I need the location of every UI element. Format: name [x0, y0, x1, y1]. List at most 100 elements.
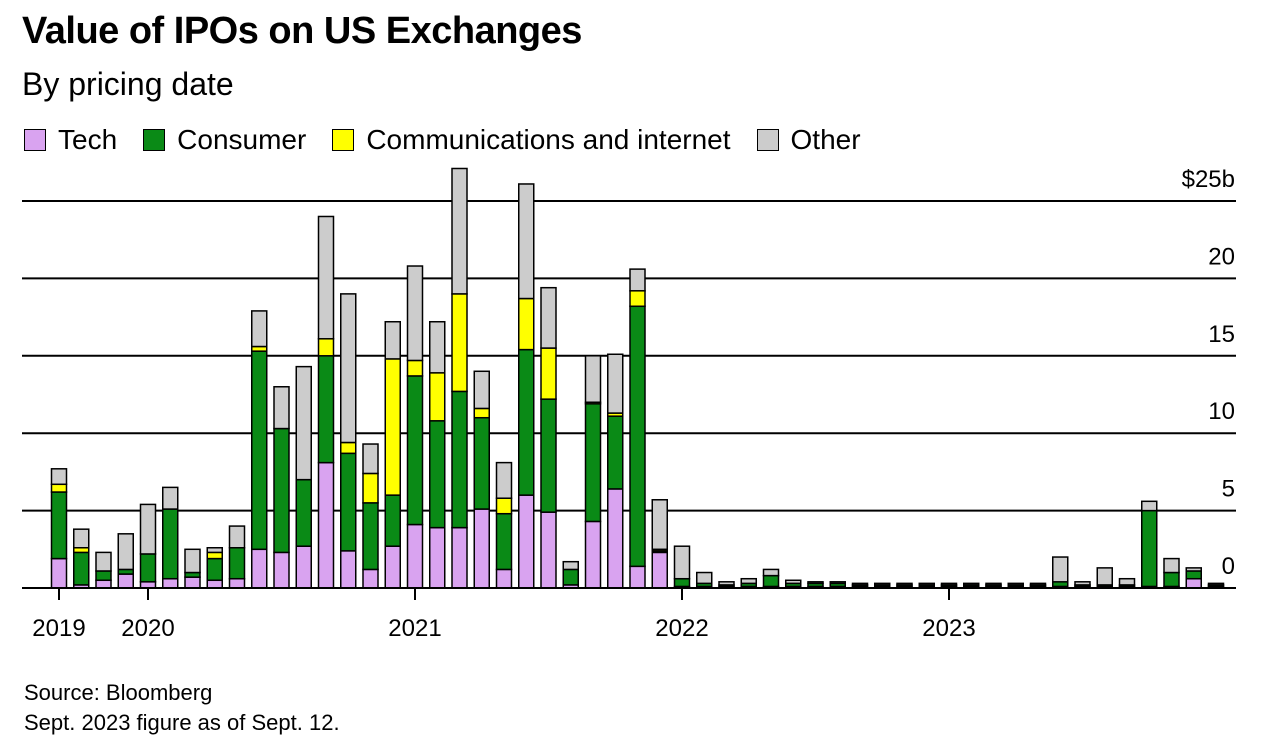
- bar-segment-consumer: [1141, 509, 1158, 588]
- bar-segment-other: [874, 582, 891, 586]
- bar-segment-tech: [584, 520, 602, 589]
- y-tick-label: 15: [1208, 321, 1235, 348]
- bar-segment-other: [940, 582, 958, 586]
- chart-subtitle: By pricing date: [22, 66, 234, 102]
- bar-segment-consumer: [73, 551, 90, 586]
- bar-segment-other: [162, 486, 179, 510]
- bar-segment-communications: [340, 441, 357, 455]
- bar-segment-consumer: [584, 403, 602, 523]
- legend-swatch-other: [756, 129, 779, 151]
- bar-segment-other: [384, 320, 401, 360]
- bar-segment-tech: [295, 545, 312, 589]
- bar-segment-tech: [362, 568, 379, 589]
- bar-segment-consumer: [139, 553, 157, 583]
- x-tick-label: 2023: [922, 615, 975, 642]
- source-text: Source: Bloomberg: [24, 680, 213, 705]
- bar-segment-consumer: [762, 574, 780, 588]
- bar-segment-other: [451, 167, 468, 295]
- x-tick-label: 2020: [121, 615, 174, 642]
- bar-segment-consumer: [317, 355, 335, 464]
- bar-segment-consumer: [607, 415, 624, 490]
- bar-segment-tech: [629, 565, 646, 589]
- bar-segment-other: [50, 468, 68, 486]
- bar-segment-other: [607, 353, 624, 414]
- bar-segment-other: [562, 560, 579, 571]
- bar-segment-tech: [184, 576, 201, 589]
- legend: Tech Consumer Communications and interne…: [24, 124, 887, 156]
- bar-segment-other: [1185, 567, 1202, 572]
- bar-segment-other: [518, 183, 535, 300]
- bar-segment-communications: [362, 472, 379, 504]
- bar-segment-other: [651, 499, 668, 551]
- legend-label-consumer: Consumer: [177, 124, 307, 155]
- bar-segment-other: [1029, 582, 1047, 586]
- bar-segment-other: [985, 582, 1002, 586]
- legend-swatch-consumer: [143, 129, 166, 151]
- bar-segment-tech: [406, 523, 424, 589]
- bar-segment-communications: [629, 290, 646, 308]
- bar-segment-other: [829, 581, 846, 585]
- bar-segment-communications: [518, 297, 535, 351]
- bar-segment-tech: [384, 545, 401, 589]
- y-tick-label: $25b: [1182, 166, 1235, 193]
- legend-item-other: Other: [756, 124, 861, 156]
- bar-segment-consumer: [629, 305, 646, 568]
- bar-segment-other: [362, 443, 379, 475]
- bar-segment-other: [1118, 577, 1136, 586]
- bar-segment-communications: [406, 359, 424, 377]
- bar-segment-consumer: [273, 427, 290, 554]
- bar-segment-tech: [607, 488, 624, 589]
- bar-segment-communications: [540, 347, 557, 400]
- y-tick-label: 0: [1222, 553, 1235, 580]
- bar-segment-other: [696, 571, 713, 585]
- bar-segment-other: [1163, 557, 1180, 574]
- bar-segment-tech: [273, 551, 290, 589]
- bar-segment-other: [673, 545, 691, 580]
- bar-segment-communications: [429, 372, 446, 422]
- bar-segment-other: [584, 355, 602, 403]
- bar-segment-consumer: [1163, 571, 1180, 588]
- stacked-bar-chart: $25b 20 15 10 5 0 2019 2020 2021 2022 2023: [22, 166, 1236, 642]
- legend-item-communications: Communications and internet: [332, 124, 731, 156]
- bar-segment-communications: [451, 293, 468, 393]
- bar-segment-other: [1007, 582, 1024, 586]
- bar-segment-consumer: [429, 420, 446, 529]
- bar-segment-other: [184, 548, 201, 574]
- bar-segment-consumer: [340, 452, 357, 552]
- bar-segment-other: [1074, 581, 1091, 586]
- bar-segment-communications: [50, 483, 68, 493]
- bar-segment-tech: [451, 526, 468, 589]
- bar-segment-other: [406, 265, 424, 362]
- bar-segment-consumer: [473, 416, 490, 510]
- bar-segment-tech: [495, 568, 513, 589]
- bar-segment-other: [963, 582, 980, 586]
- legend-item-consumer: Consumer: [143, 124, 306, 156]
- x-tick-label: 2021: [388, 615, 441, 642]
- bar-segment-tech: [162, 577, 179, 589]
- x-tick-label: 2022: [655, 615, 708, 642]
- y-tick-label: 5: [1222, 476, 1235, 503]
- bar-segment-consumer: [384, 494, 401, 547]
- bar-segment-other: [1052, 556, 1069, 583]
- bar-segment-other: [95, 551, 112, 572]
- bar-segment-communications: [495, 497, 513, 515]
- bar-segment-other: [317, 215, 335, 340]
- bar-segment-other: [340, 293, 357, 444]
- bar-segment-tech: [228, 577, 246, 589]
- bar-segment-other: [473, 370, 490, 410]
- bar-segment-other: [740, 577, 757, 585]
- bar-segment-consumer: [295, 478, 312, 547]
- bar-segment-tech: [117, 573, 134, 589]
- y-tick-label: 20: [1208, 243, 1235, 270]
- bar-segment-consumer: [673, 577, 691, 588]
- bar-segment-other: [785, 579, 802, 585]
- footnote-text: Sept. 2023 figure as of Sept. 12.: [24, 710, 340, 735]
- bar-segment-other: [918, 582, 935, 586]
- bar-segment-consumer: [162, 508, 179, 580]
- bar-segment-communications: [206, 551, 223, 560]
- bar-segment-tech: [651, 551, 668, 589]
- legend-label-communications: Communications and internet: [366, 124, 731, 155]
- bar-segment-communications: [473, 407, 490, 419]
- bar-segment-tech: [340, 550, 357, 589]
- bar-segment-consumer: [1185, 570, 1202, 580]
